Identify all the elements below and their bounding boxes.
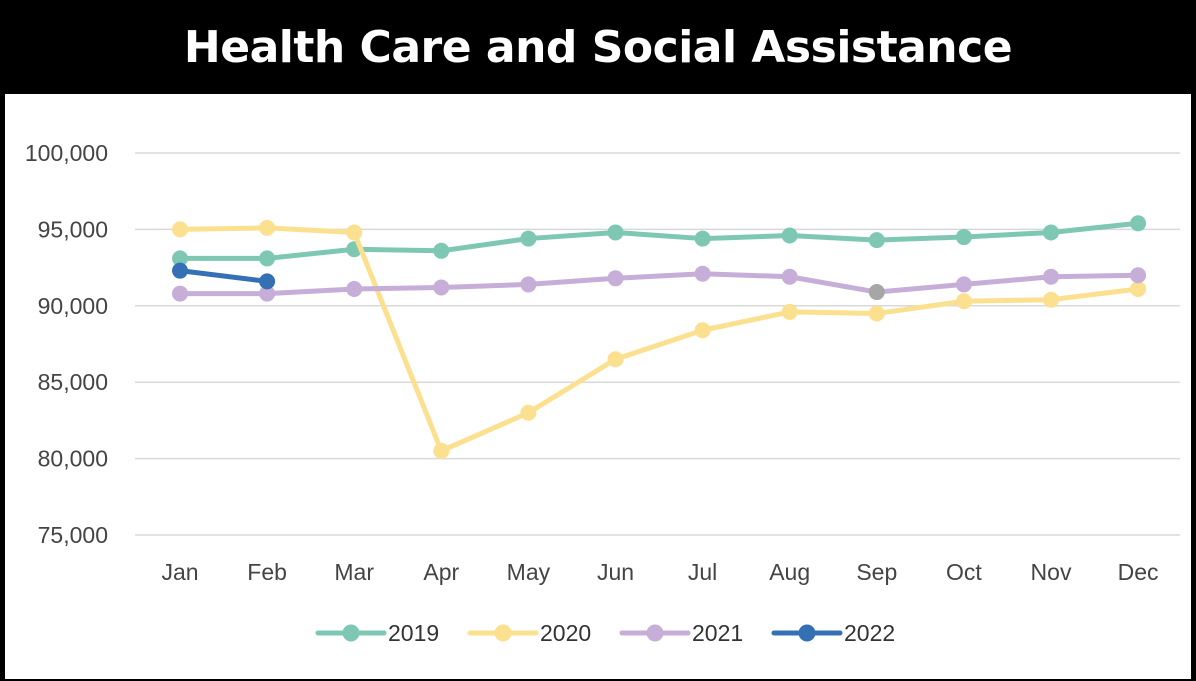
y-tick-label: 80,000 <box>38 446 108 472</box>
y-tick-label: 90,000 <box>38 293 108 319</box>
data-point-2020 <box>346 224 362 240</box>
data-point-2022 <box>259 273 275 289</box>
x-tick-label: Dec <box>1118 559 1159 585</box>
legend-marker-2022 <box>799 625 816 642</box>
x-tick-label: Jul <box>688 559 717 585</box>
data-point-2019 <box>520 231 536 247</box>
legend-label-2021: 2021 <box>692 620 743 646</box>
x-tick-label: Feb <box>247 559 287 585</box>
series-line-2020 <box>180 228 1138 451</box>
x-tick-label: Nov <box>1031 559 1072 585</box>
data-point-2022 <box>172 263 188 279</box>
data-point-2019 <box>259 250 275 266</box>
data-point-2021 <box>172 286 188 302</box>
data-point-2020 <box>1043 292 1059 308</box>
data-point-2021 <box>346 281 362 297</box>
y-tick-label: 100,000 <box>25 140 108 166</box>
legend-marker-2021 <box>647 625 664 642</box>
legend-marker-2019 <box>343 625 360 642</box>
data-point-2021 <box>608 270 624 286</box>
legend-label-2020: 2020 <box>540 620 591 646</box>
data-point-2021 <box>520 276 536 292</box>
x-tick-label: Sep <box>856 559 897 585</box>
data-point-2020 <box>608 351 624 367</box>
data-point-2019 <box>1130 215 1146 231</box>
data-point-2019 <box>956 229 972 245</box>
data-point-2021 <box>1130 267 1146 283</box>
series-line-2022 <box>180 271 267 282</box>
data-point-2019 <box>869 232 885 248</box>
x-tick-label: Jan <box>161 559 198 585</box>
x-tick-label: Aug <box>769 559 810 585</box>
data-point-2019 <box>433 243 449 259</box>
x-tick-label: Mar <box>334 559 374 585</box>
y-tick-label: 75,000 <box>38 522 108 548</box>
x-tick-label: May <box>507 559 551 585</box>
x-tick-label: Oct <box>946 559 982 585</box>
data-point-2020 <box>782 304 798 320</box>
data-point-2020 <box>869 305 885 321</box>
data-point-2020 <box>520 405 536 421</box>
legend-label-2019: 2019 <box>388 620 439 646</box>
data-point-2021 <box>956 276 972 292</box>
data-point-2021 <box>869 284 885 300</box>
series-line-2021 <box>180 274 1138 294</box>
data-point-2019 <box>608 224 624 240</box>
data-point-2021 <box>1043 269 1059 285</box>
y-tick-label: 95,000 <box>38 216 108 242</box>
data-point-2020 <box>172 221 188 237</box>
data-point-2021 <box>695 266 711 282</box>
data-point-2020 <box>956 293 972 309</box>
data-point-2020 <box>259 220 275 236</box>
data-point-2019 <box>695 231 711 247</box>
legend-marker-2020 <box>495 625 512 642</box>
x-tick-label: Jun <box>597 559 634 585</box>
legend-label-2022: 2022 <box>844 620 895 646</box>
data-point-2019 <box>1043 224 1059 240</box>
data-point-2020 <box>433 443 449 459</box>
y-tick-label: 85,000 <box>38 369 108 395</box>
x-tick-label: Apr <box>423 559 459 585</box>
data-point-2021 <box>433 279 449 295</box>
data-point-2019 <box>782 228 798 244</box>
data-point-2021 <box>782 269 798 285</box>
data-point-2020 <box>695 322 711 338</box>
data-point-2020 <box>1130 281 1146 297</box>
